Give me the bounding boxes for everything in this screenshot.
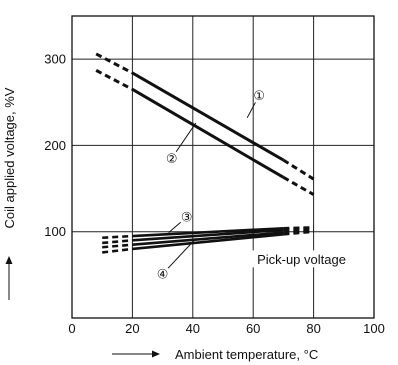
annotation-leader	[168, 221, 182, 233]
x-tick-label: 20	[125, 321, 139, 336]
series-line	[102, 226, 314, 245]
series-solid-segment	[132, 231, 284, 246]
annotation-label: Pick-up voltage	[257, 252, 346, 267]
annotation-leader	[246, 102, 256, 119]
y-tick-label: 100	[44, 224, 66, 239]
series-dashed-segment	[102, 243, 133, 249]
series-marker-label: ③	[181, 211, 193, 226]
series-dashed-segment	[282, 158, 315, 181]
y-axis-arrow	[5, 256, 13, 300]
series-line	[95, 69, 315, 196]
series-dashed-segment	[102, 234, 133, 240]
series-solid-segment	[132, 233, 284, 251]
series-solid-segment	[132, 226, 284, 238]
series-dashed-segment	[283, 228, 314, 234]
annotations: ① ② ③ ④ Pick-up voltage	[157, 89, 354, 282]
x-axis-arrow	[112, 350, 160, 358]
series-solid-segment	[131, 88, 285, 179]
plot-frame	[71, 15, 375, 319]
series-solid-segment	[131, 71, 285, 162]
series-marker-label: ④	[157, 267, 169, 282]
series-group	[95, 52, 315, 254]
x-tick-label: 100	[363, 321, 385, 336]
series-dashed-segment	[102, 247, 133, 254]
series-dashed-segment	[95, 52, 134, 75]
series-line	[102, 228, 314, 249]
tick-labels: 0 20 40 60 80 100 100 200 300	[44, 52, 385, 336]
series-marker-label: ①	[253, 89, 265, 104]
annotation-background	[249, 250, 354, 268]
y-axis-label: Coil applied voltage, %V	[2, 87, 17, 228]
annotation-leader	[175, 122, 197, 153]
series-line	[95, 52, 315, 181]
series-marker-label: ②	[166, 152, 178, 167]
y-tick-label: 200	[44, 138, 66, 153]
x-tick-label: 60	[246, 321, 260, 336]
y-tick-label: 300	[44, 52, 66, 67]
series-dashed-segment	[283, 226, 314, 232]
series-dashed-segment	[283, 230, 314, 236]
grid	[72, 16, 374, 318]
y-axis-title: Coil applied voltage, %V	[2, 87, 17, 228]
series-dashed-segment	[102, 239, 133, 245]
series-line	[102, 230, 314, 254]
series-dashed-segment	[95, 69, 134, 91]
x-tick-label: 0	[68, 321, 75, 336]
series-dashed-segment	[282, 176, 315, 196]
x-tick-label: 40	[186, 321, 200, 336]
series-solid-segment	[132, 228, 284, 242]
annotation-leader	[167, 238, 197, 269]
x-axis-label: Ambient temperature, °C	[175, 347, 318, 362]
x-tick-label: 80	[306, 321, 320, 336]
